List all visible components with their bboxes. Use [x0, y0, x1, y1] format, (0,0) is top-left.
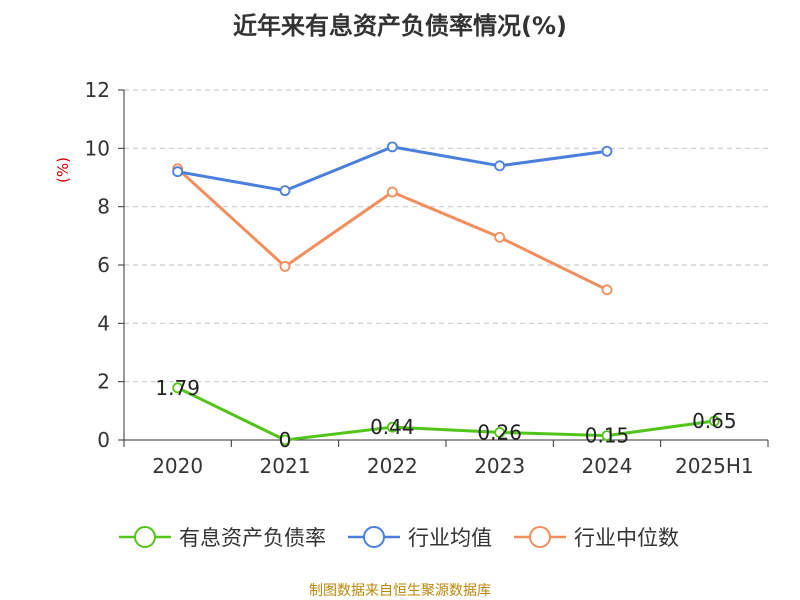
chart-title: 近年来有息资产负债率情况(%) — [233, 12, 567, 40]
data-label: 0.44 — [370, 415, 415, 439]
y-tick-label: 0 — [97, 428, 110, 452]
data-point — [601, 430, 613, 442]
axes: 0 2 4 6 8 10 12 (%) 2020 2021 2022 2023 2024 2025H1 — [54, 78, 769, 478]
legend-marker — [363, 526, 385, 548]
data-point — [494, 427, 506, 438]
data-point — [601, 284, 613, 296]
data-point — [279, 434, 291, 446]
legend-label: 行业中位数 — [574, 526, 679, 550]
legend: 有息资产负债率 行业均值 行业中位数 — [119, 526, 679, 550]
data-label: 0.26 — [477, 420, 522, 444]
x-tick-label: 2021 — [260, 454, 311, 478]
legend-label: 有息资产负债率 — [179, 526, 326, 550]
x-tick-label: 2022 — [367, 454, 418, 478]
x-tick-label: 2024 — [582, 454, 633, 478]
data-point — [172, 166, 184, 178]
legend-label: 行业均值 — [408, 526, 492, 550]
y-tick-label: 8 — [97, 195, 110, 219]
legend-marker — [529, 526, 551, 548]
x-tick-label: 2020 — [152, 454, 203, 478]
series-layer — [172, 141, 720, 446]
y-tick-label: 4 — [97, 311, 110, 335]
data-point — [279, 185, 291, 197]
grid-lines — [124, 89, 768, 383]
series-line — [177, 386, 715, 442]
data-point — [386, 141, 398, 153]
y-tick-label: 12 — [85, 78, 110, 102]
y-tick-label: 6 — [97, 253, 110, 277]
data-point — [708, 415, 720, 427]
data-point — [494, 160, 506, 172]
data-labels: 1.79 0 0.44 0.26 0.15 0.65 — [155, 376, 736, 452]
data-label: 0 — [279, 428, 292, 452]
y-axis-label: (%) — [54, 157, 72, 183]
data-point — [601, 145, 613, 157]
legend-marker — [134, 526, 156, 548]
source-note: 制图数据来自恒生聚源数据库 — [309, 583, 491, 599]
data-point — [279, 261, 291, 272]
data-point — [386, 421, 398, 433]
x-tick-label: 2023 — [474, 454, 525, 478]
data-label: 1.79 — [155, 376, 200, 400]
data-label: 0.15 — [585, 424, 630, 448]
data-label: 0.65 — [692, 409, 737, 433]
series-line — [177, 145, 608, 193]
y-tick-label: 10 — [85, 136, 110, 160]
x-tick-label: 2025H1 — [675, 454, 754, 478]
data-point — [494, 231, 506, 243]
data-point — [172, 382, 184, 394]
data-point — [386, 186, 398, 198]
y-tick-label: 2 — [97, 370, 110, 394]
